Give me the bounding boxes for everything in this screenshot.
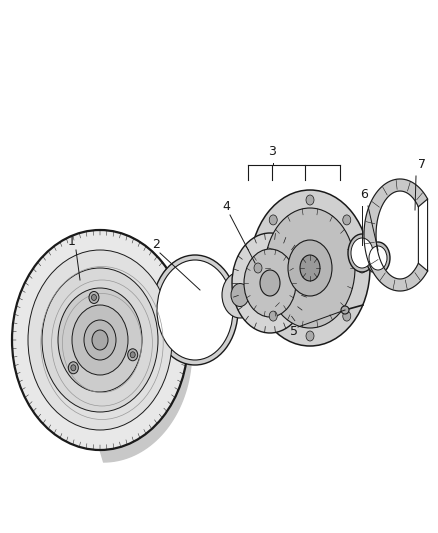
- Text: 6: 6: [360, 188, 368, 201]
- Ellipse shape: [343, 311, 351, 321]
- Ellipse shape: [300, 255, 320, 281]
- Text: 1: 1: [68, 235, 76, 248]
- Ellipse shape: [84, 320, 116, 360]
- Ellipse shape: [254, 263, 262, 273]
- Ellipse shape: [244, 249, 296, 317]
- Ellipse shape: [341, 306, 349, 314]
- Ellipse shape: [265, 208, 355, 328]
- Ellipse shape: [28, 250, 172, 430]
- Ellipse shape: [92, 294, 96, 301]
- Text: 2: 2: [152, 238, 160, 251]
- Ellipse shape: [369, 246, 387, 270]
- Text: 3: 3: [268, 145, 276, 158]
- Text: 4: 4: [222, 200, 230, 213]
- Ellipse shape: [92, 330, 108, 350]
- Ellipse shape: [157, 260, 233, 360]
- Text: 7: 7: [418, 158, 426, 171]
- Ellipse shape: [152, 255, 238, 365]
- Polygon shape: [100, 230, 191, 462]
- Ellipse shape: [269, 311, 277, 321]
- Ellipse shape: [358, 263, 366, 273]
- Ellipse shape: [288, 240, 332, 296]
- Ellipse shape: [222, 272, 258, 318]
- Ellipse shape: [306, 331, 314, 341]
- Ellipse shape: [343, 215, 351, 225]
- Ellipse shape: [71, 365, 76, 371]
- Ellipse shape: [130, 352, 135, 358]
- Ellipse shape: [306, 195, 314, 205]
- Ellipse shape: [128, 349, 138, 361]
- Ellipse shape: [72, 305, 128, 375]
- Polygon shape: [364, 179, 427, 291]
- Ellipse shape: [89, 292, 99, 303]
- Ellipse shape: [42, 268, 158, 412]
- Ellipse shape: [348, 234, 376, 272]
- Ellipse shape: [269, 215, 277, 225]
- Ellipse shape: [366, 242, 390, 274]
- Ellipse shape: [260, 270, 280, 296]
- Text: 5: 5: [290, 325, 298, 338]
- Ellipse shape: [12, 230, 188, 450]
- Ellipse shape: [68, 362, 78, 374]
- Ellipse shape: [231, 284, 249, 306]
- Ellipse shape: [232, 233, 308, 333]
- Ellipse shape: [351, 238, 373, 268]
- Ellipse shape: [250, 190, 370, 346]
- Ellipse shape: [58, 288, 142, 392]
